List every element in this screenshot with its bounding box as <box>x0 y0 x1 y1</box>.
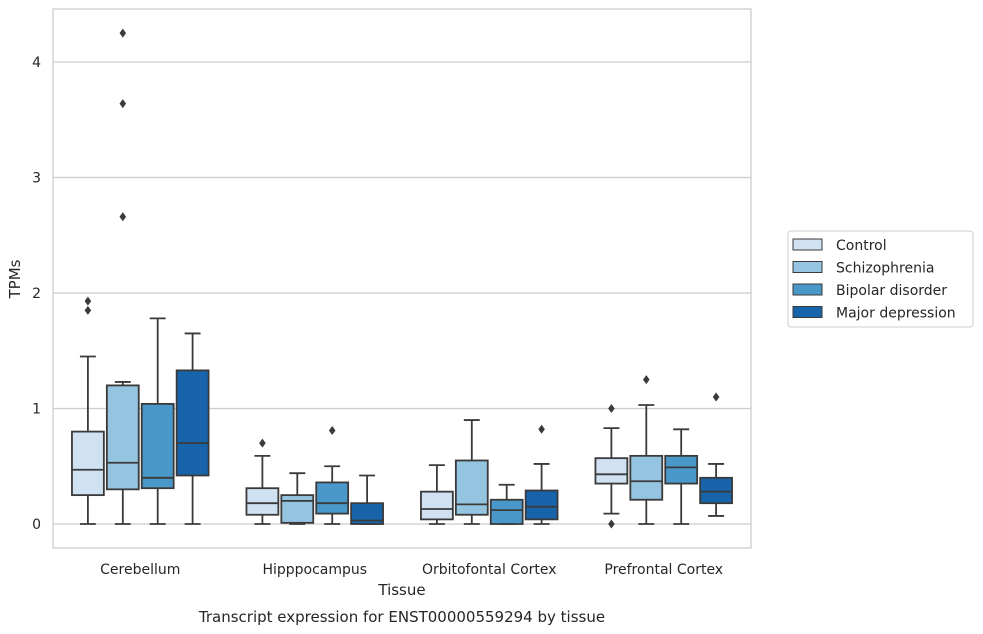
outlier-point <box>712 392 720 402</box>
outlier-point <box>608 404 615 413</box>
box-schizophrenia <box>629 375 664 525</box>
outlier-point <box>84 296 92 306</box>
x-axis-label: Tissue <box>377 581 425 599</box>
outlier-point <box>259 438 266 448</box>
x-tick-label: Hipppocampus <box>262 562 367 578</box>
box-iqr <box>420 490 454 521</box>
boxes <box>71 28 733 529</box>
box-iqr <box>315 481 350 515</box>
box-control <box>71 296 105 525</box>
y-tick-label: 1 <box>32 402 41 418</box>
legend-swatch <box>792 238 823 251</box>
legend-label: Schizophrenia <box>836 261 934 277</box>
box-iqr <box>245 487 280 516</box>
box-iqr <box>594 457 629 485</box>
legend-label: Control <box>836 238 887 254</box>
box-schizophrenia <box>105 28 140 525</box>
box-control <box>594 404 629 529</box>
legend-swatch <box>792 306 823 318</box>
box-iqr <box>71 430 105 497</box>
outlier-point <box>119 99 127 109</box>
x-tick-label: Orbitofontal Cortex <box>422 562 557 578</box>
y-axis-label: TPMs <box>6 259 24 299</box>
box-iqr <box>280 494 315 524</box>
outlier-point <box>84 305 92 315</box>
y-tick-label: 4 <box>32 55 41 71</box>
box-major-depression <box>699 392 733 517</box>
x-tick-label: Cerebellum <box>100 562 180 578</box>
box-iqr <box>524 489 559 521</box>
outlier-point <box>643 375 650 385</box>
y-tick-label: 0 <box>32 517 41 533</box>
y-tick-label: 3 <box>32 171 41 187</box>
box-iqr <box>454 459 489 516</box>
box-bipolar-disorder <box>489 483 524 525</box>
legend-label: Major depression <box>836 306 956 322</box>
box-iqr <box>629 454 664 501</box>
box-iqr <box>105 384 140 491</box>
box-iqr <box>699 476 733 505</box>
box-major-depression <box>175 332 210 525</box>
legend-swatch <box>792 283 823 296</box>
legend-label: Bipolar disorder <box>836 283 947 299</box>
box-iqr <box>664 454 699 485</box>
outlier-point <box>119 28 127 38</box>
y-axis: 0 1 2 3 4 <box>32 55 41 533</box>
outlier-point <box>608 519 615 529</box>
x-axis: Cerebellum Hipppocampus Orbitofontal Corte… <box>100 562 723 578</box>
x-tick-label: Prefrontal Cortex <box>604 562 723 578</box>
legend-frame <box>787 230 974 328</box>
box-iqr <box>350 502 384 525</box>
y-tick-label: 2 <box>32 286 41 302</box>
box-schizophrenia <box>280 472 315 525</box>
box-iqr <box>140 402 175 490</box>
box-bipolar-disorder <box>664 428 699 525</box>
box-bipolar-disorder <box>315 425 350 525</box>
box-iqr <box>175 369 210 477</box>
box-schizophrenia <box>454 419 489 525</box>
box-control <box>420 464 454 525</box>
outlier-point <box>328 425 336 435</box>
chart-title: Transcript expression for ENST0000055929… <box>198 608 605 626</box>
box-bipolar-disorder <box>140 317 175 525</box>
outlier-point <box>538 424 545 434</box>
legend: Control Schizophrenia Bipolar disorder Majo… <box>787 230 974 328</box>
box-major-depression <box>524 424 559 525</box>
plot-frame <box>52 8 752 549</box>
legend-swatch <box>792 261 823 273</box>
box-control <box>245 438 280 525</box>
outlier-point <box>119 212 127 222</box>
box-iqr <box>489 498 524 525</box>
box-major-depression <box>350 474 384 525</box>
